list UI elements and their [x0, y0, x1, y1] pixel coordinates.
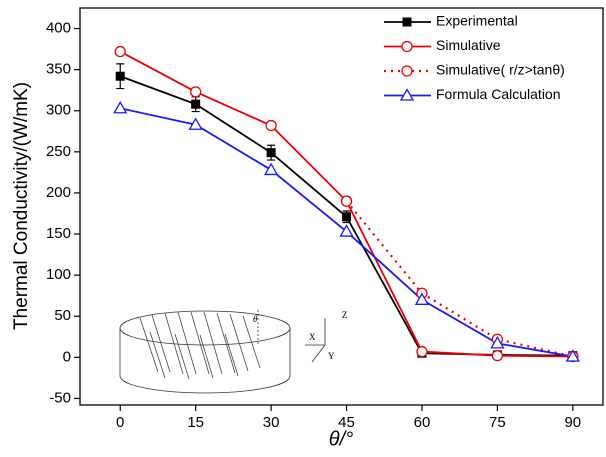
y-tick-label: 100 — [46, 266, 71, 283]
y-axis-label: Thermal Conductivity/(W/mK) — [11, 82, 32, 330]
inset-diagram — [119, 310, 326, 394]
data-point — [114, 45, 126, 58]
series-line — [345, 200, 574, 358]
y-tick-label: 250 — [46, 143, 71, 160]
inset-label: X — [309, 332, 316, 342]
legend-marker — [402, 17, 412, 27]
legend-label: Experimental — [436, 13, 518, 29]
data-point — [266, 148, 276, 158]
x-tick-label: 75 — [489, 414, 506, 431]
y-tick-label: 0 — [63, 348, 71, 365]
inset-label: θ — [253, 314, 258, 324]
data-point — [265, 119, 277, 132]
data-point — [113, 100, 128, 114]
data-point — [416, 345, 428, 358]
legend-label: Simulative( r/z>tanθ) — [436, 62, 565, 78]
data-point — [342, 212, 352, 222]
data-point — [491, 350, 504, 362]
data-point — [115, 71, 125, 81]
legend-marker — [401, 65, 413, 77]
y-tick-label: 350 — [46, 61, 71, 78]
data-point — [339, 224, 354, 237]
data-point — [190, 86, 202, 98]
inset-label: Z — [342, 310, 348, 320]
plot-frame — [79, 7, 604, 406]
x-tick-label: 60 — [414, 414, 431, 431]
x-tick-label: 0 — [116, 414, 124, 431]
data-point — [263, 162, 279, 176]
legend-marker — [401, 40, 413, 53]
y-tick-label: -50 — [49, 389, 71, 406]
inset-label: Y — [328, 351, 335, 361]
data-point — [191, 99, 201, 109]
y-tick-label: 300 — [46, 102, 71, 119]
data-point — [490, 336, 505, 349]
data-point — [188, 117, 203, 130]
y-tick-label: 150 — [46, 225, 71, 242]
legend-label: Simulative — [436, 37, 501, 53]
y-tick-label: 200 — [46, 184, 71, 201]
data-point — [565, 349, 580, 362]
x-tick-label: 90 — [564, 414, 581, 431]
x-tick-label: 30 — [263, 414, 280, 431]
data-point — [340, 195, 353, 207]
data-point — [414, 292, 430, 305]
legend-label: Formula Calculation — [436, 86, 561, 102]
legend-marker — [399, 88, 415, 101]
y-tick-label: 50 — [54, 307, 71, 324]
x-axis-label: θ/° — [329, 428, 353, 450]
x-tick-label: 15 — [187, 414, 204, 431]
x-tick-label: 45 — [338, 414, 355, 431]
y-tick-label: 400 — [46, 20, 71, 37]
